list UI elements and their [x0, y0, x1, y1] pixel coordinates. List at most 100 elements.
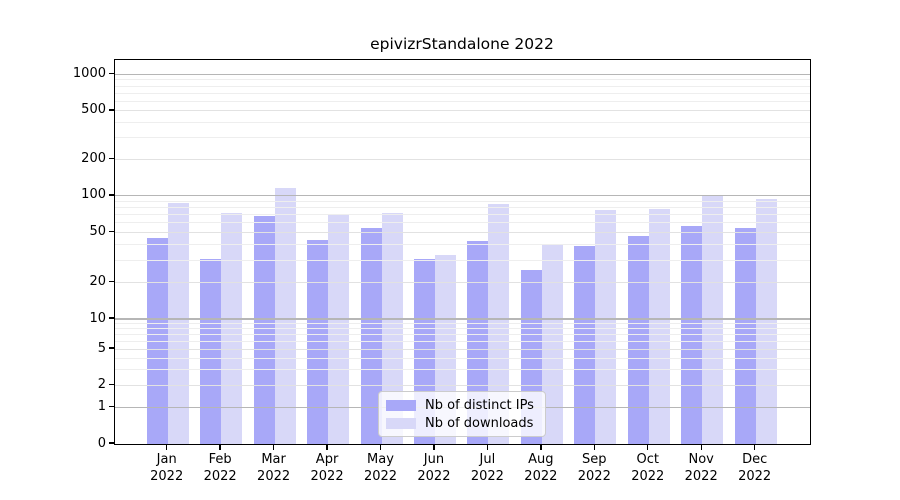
- x-tick-may: [379, 444, 382, 450]
- y-tick-5: [108, 347, 114, 349]
- legend-label: Nb of distinct IPs: [425, 397, 534, 413]
- x-tick-year: 2022: [524, 468, 558, 484]
- x-tick-mar: [272, 444, 275, 450]
- gridline-5: [115, 348, 810, 350]
- x-tick-label-nov: Nov 2022: [669, 452, 733, 485]
- y-tick-label-2: 2: [97, 377, 106, 393]
- gridline-8: [115, 328, 810, 330]
- y-tick-label-5: 5: [97, 340, 106, 356]
- legend-label: Nb of downloads: [425, 416, 534, 431]
- x-tick-label-may: May 2022: [349, 452, 413, 485]
- y-tick-label-50: 50: [89, 224, 106, 240]
- gridline-700: [115, 92, 810, 94]
- y-tick-label-1: 1: [97, 398, 106, 414]
- gridline-7: [115, 334, 810, 336]
- x-tick-label-sep: Sep 2022: [562, 452, 626, 485]
- y-tick-0: [108, 442, 114, 444]
- x-tick-month: Nov: [688, 452, 714, 467]
- gridline-1000: [115, 73, 810, 75]
- x-tick-label-mar: Mar 2022: [242, 452, 306, 485]
- x-tick-year: 2022: [470, 468, 504, 484]
- x-tick-sep: [593, 444, 595, 450]
- bar-downloads-nov: [702, 196, 724, 444]
- gridline-70: [115, 214, 810, 216]
- x-tick-month: May: [367, 452, 394, 467]
- x-tick-label-jun: Jun 2022: [402, 452, 466, 485]
- x-tick-year: 2022: [417, 468, 451, 484]
- y-tick-label-500: 500: [81, 102, 106, 118]
- x-tick-label-oct: Oct 2022: [616, 452, 680, 485]
- y-tick-100: [108, 194, 114, 196]
- x-tick-year: 2022: [257, 468, 291, 484]
- x-tick-label-jul: Jul 2022: [455, 452, 519, 485]
- x-tick-month: Apr: [315, 452, 339, 467]
- bar-ips-apr: [307, 239, 329, 444]
- x-tick-label-feb: Feb 2022: [188, 452, 252, 485]
- y-tick-50: [108, 230, 114, 233]
- legend-swatch: [386, 418, 416, 429]
- gridline-300: [115, 137, 810, 139]
- gridline-800: [115, 85, 810, 87]
- x-tick-month: Jun: [423, 452, 445, 467]
- x-tick-month: Sep: [582, 452, 607, 467]
- y-tick-label-200: 200: [81, 150, 106, 166]
- x-tick-month: Mar: [261, 452, 286, 467]
- x-tick-jul: [486, 444, 489, 450]
- bar-ips-may: [360, 227, 382, 444]
- gridline-60: [115, 222, 810, 224]
- y-tick-2: [108, 384, 114, 386]
- gridline-40: [115, 244, 810, 246]
- x-tick-month: Dec: [742, 452, 768, 467]
- y-tick-label-100: 100: [81, 187, 106, 203]
- gridline-600: [115, 100, 810, 102]
- x-tick-apr: [326, 444, 328, 450]
- gridline-500: [115, 110, 810, 112]
- y-tick-label-20: 20: [89, 274, 106, 290]
- x-tick-label-jan: Jan 2022: [135, 452, 199, 485]
- bar-ips-feb: [200, 258, 222, 444]
- gridline-6: [115, 340, 810, 342]
- bar-downloads-aug: [541, 244, 563, 444]
- chart-title: epivizrStandalone 2022: [370, 35, 554, 53]
- legend-swatch: [386, 399, 416, 411]
- x-tick-year: 2022: [310, 468, 344, 484]
- bar-downloads-jul: [488, 204, 510, 444]
- x-tick-year: 2022: [363, 468, 398, 484]
- gridline-20: [115, 282, 810, 284]
- grid-layer: [115, 60, 810, 444]
- gridline-4: [115, 357, 810, 359]
- gridline-9: [115, 323, 810, 325]
- x-tick-nov: [700, 444, 702, 450]
- gridline-80: [115, 207, 810, 209]
- y-tick-10: [108, 317, 114, 319]
- x-tick-month: Oct: [636, 452, 659, 467]
- x-tick-jan: [166, 444, 168, 450]
- x-tick-year: 2022: [577, 468, 611, 484]
- y-tick-1000: [108, 72, 114, 74]
- x-tick-feb: [219, 444, 221, 450]
- x-tick-month: Jan: [156, 452, 177, 467]
- gridline-30: [115, 259, 810, 261]
- bar-downloads-apr: [328, 214, 350, 444]
- legend-item-distinct-ips: Nb of distinct IPs: [379, 396, 545, 414]
- bar-ips-oct: [627, 235, 649, 444]
- gridline-2: [115, 385, 810, 387]
- bar-downloads-mar: [274, 187, 296, 444]
- x-tick-month: Feb: [208, 452, 232, 467]
- x-tick-oct: [647, 444, 649, 450]
- bar-ips-sep: [574, 246, 596, 444]
- gridline-90: [115, 200, 810, 202]
- y-tick-20: [108, 280, 114, 283]
- y-tick-1: [108, 405, 114, 408]
- x-tick-year: 2022: [150, 468, 184, 484]
- plot-area: [114, 59, 811, 445]
- legend: Nb of distinct IPs Nb of downloads: [378, 391, 546, 437]
- gridline-900: [115, 79, 810, 81]
- gridline-10: [115, 318, 810, 320]
- y-tick-200: [108, 157, 114, 159]
- gridline-50: [115, 232, 810, 234]
- x-tick-label-apr: Apr 2022: [295, 452, 359, 485]
- gridline-3: [115, 369, 810, 371]
- bar-ips-mar: [253, 216, 275, 444]
